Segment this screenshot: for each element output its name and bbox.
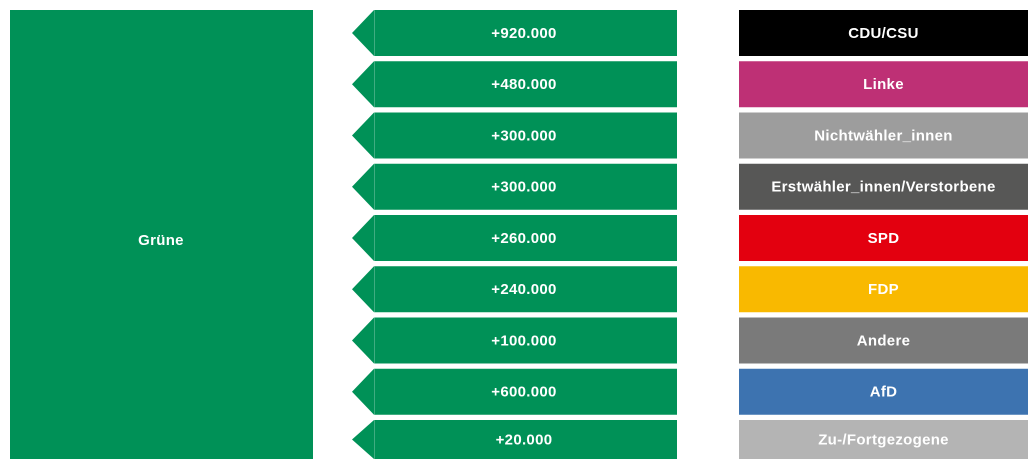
flow-arrow bbox=[352, 317, 677, 364]
source-box bbox=[739, 163, 1028, 210]
source-box bbox=[739, 317, 1028, 364]
flow-value: +600.000 bbox=[491, 384, 556, 401]
flow-arrow bbox=[352, 61, 677, 108]
source-label: Nichtwähler_innen bbox=[814, 127, 952, 144]
source-box bbox=[739, 10, 1028, 56]
target-label: Grüne bbox=[138, 232, 184, 249]
source-box bbox=[739, 368, 1028, 415]
flow-arrow bbox=[352, 368, 677, 415]
source-label: SPD bbox=[868, 230, 900, 247]
source-box bbox=[739, 61, 1028, 108]
target-box bbox=[10, 10, 313, 459]
flow-value: +20.000 bbox=[496, 431, 553, 448]
flow-value: +480.000 bbox=[491, 76, 556, 93]
source-label: CDU/CSU bbox=[848, 25, 918, 42]
source-box bbox=[739, 215, 1028, 261]
source-box bbox=[739, 420, 1028, 459]
source-label: Erstwähler_innen/Verstorbene bbox=[771, 179, 995, 196]
source-label: Zu-/Fortgezogene bbox=[818, 431, 949, 448]
flow-arrow bbox=[352, 163, 677, 210]
flow-arrow bbox=[352, 112, 677, 159]
flow-arrow bbox=[352, 215, 677, 261]
source-label: FDP bbox=[868, 281, 899, 298]
flow-value: +100.000 bbox=[491, 332, 556, 349]
flow-value: +300.000 bbox=[491, 179, 556, 196]
source-label: Linke bbox=[863, 76, 904, 93]
source-label: AfD bbox=[870, 384, 898, 401]
source-label: Andere bbox=[857, 332, 910, 349]
source-box bbox=[739, 266, 1028, 313]
flow-value: +260.000 bbox=[491, 230, 556, 247]
flow-value: +240.000 bbox=[491, 281, 556, 298]
flow-value: +300.000 bbox=[491, 127, 556, 144]
flow-arrow bbox=[352, 266, 677, 313]
flow-value: +920.000 bbox=[491, 25, 556, 42]
flow-arrow bbox=[352, 420, 677, 459]
flow-arrow bbox=[352, 10, 677, 56]
source-box bbox=[739, 112, 1028, 159]
